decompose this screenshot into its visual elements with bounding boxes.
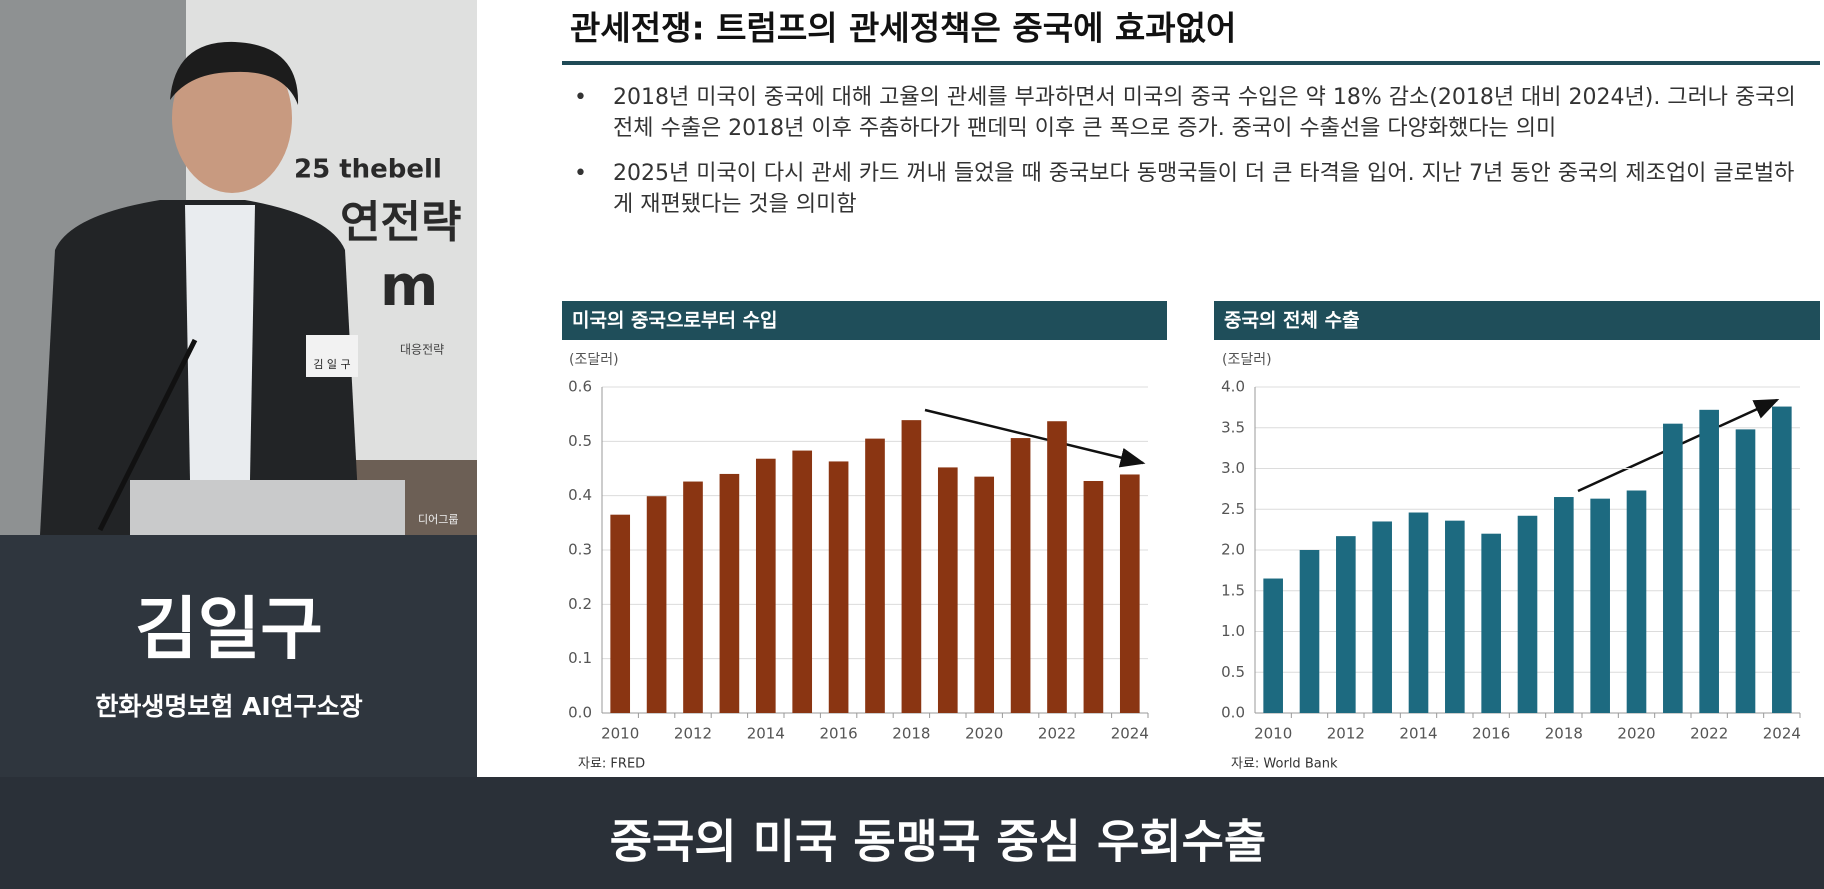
bar <box>1336 536 1356 713</box>
x-tick-label: 2012 <box>1327 725 1365 743</box>
y-tick-label: 3.0 <box>1221 459 1245 477</box>
bar <box>1299 550 1320 713</box>
y-tick-label: 0.0 <box>1221 704 1245 722</box>
name-panel <box>0 535 477 777</box>
bar <box>755 458 776 713</box>
y-tick-label: 1.0 <box>1221 622 1245 640</box>
bar <box>901 420 922 713</box>
bar <box>1735 429 1756 713</box>
bullet: 2025년 미국이 다시 관세 카드 꺼내 들었을 때 중국보다 동맹국들이 더… <box>570 158 1805 220</box>
bullet: 2018년 미국이 중국에 대해 고율의 관세를 부과하면서 미국의 중국 수입… <box>570 82 1805 144</box>
caption-bar <box>0 777 1824 889</box>
chart-header <box>1214 301 1820 340</box>
x-tick-label: 2020 <box>965 725 1003 743</box>
bar <box>1554 497 1574 713</box>
slide-title: 관세전쟁: 트럼프의 관세정책은 중국에 효과없어 <box>570 9 1236 48</box>
x-tick-label: 2016 <box>1472 725 1510 743</box>
x-tick-label: 2014 <box>747 725 785 743</box>
x-tick-label: 2010 <box>1254 725 1292 743</box>
x-tick-label: 2018 <box>1545 725 1583 743</box>
bar <box>792 450 813 713</box>
y-tick-label: 0.1 <box>568 649 592 667</box>
y-tick-label: 2.0 <box>1221 541 1245 559</box>
bar <box>1047 421 1067 713</box>
y-tick-label: 2.5 <box>1221 500 1245 518</box>
bar <box>610 514 631 713</box>
banner-text: m <box>380 254 438 319</box>
bar <box>1408 512 1429 713</box>
x-tick-label: 2018 <box>892 725 930 743</box>
x-tick-label: 2024 <box>1763 725 1801 743</box>
y-tick-label: 0.5 <box>568 432 592 450</box>
chart-title: 중국의 전체 수출 <box>1224 310 1360 332</box>
x-tick-label: 2024 <box>1111 725 1149 743</box>
y-tick-label: 1.5 <box>1221 581 1245 599</box>
x-tick-label: 2022 <box>1038 725 1076 743</box>
bar <box>1772 406 1792 713</box>
y-tick-label: 0.0 <box>568 704 592 722</box>
bar <box>1263 578 1283 713</box>
speaker-role: 한화생명보험 AI연구소장 <box>95 692 362 721</box>
microphone <box>97 338 198 532</box>
y-tick-label: 0.2 <box>568 595 592 613</box>
bar <box>1010 438 1031 713</box>
bar <box>1372 521 1392 713</box>
speaker-face <box>172 43 292 193</box>
bar <box>1699 409 1719 713</box>
badge <box>306 335 358 377</box>
bar <box>1590 498 1610 713</box>
caption: 중국의 미국 동맹국 중심 우회수출 <box>610 815 1267 869</box>
bar <box>974 476 995 713</box>
bar <box>828 461 849 713</box>
x-tick-label: 2022 <box>1690 725 1728 743</box>
x-tick-label: 2014 <box>1399 725 1437 743</box>
bar <box>1481 533 1501 713</box>
banner-text: 연전략 <box>340 197 461 248</box>
bar <box>719 473 740 713</box>
unit-label: (조달러) <box>1222 352 1272 368</box>
bar <box>1083 480 1104 713</box>
bar <box>1517 515 1538 713</box>
y-tick-label: 4.0 <box>1221 378 1245 396</box>
x-tick-label: 2020 <box>1617 725 1655 743</box>
badge-text: 김 일 구 <box>313 357 350 371</box>
bar <box>1663 423 1683 713</box>
banner-text: 디어그룹 <box>418 513 458 526</box>
bullet-list: 2018년 미국이 중국에 대해 고율의 관세를 부과하면서 미국의 중국 수입… <box>570 82 1805 234</box>
y-tick-label: 0.3 <box>568 541 592 559</box>
bar <box>646 496 667 713</box>
x-tick-label: 2012 <box>674 725 712 743</box>
bar <box>865 438 885 713</box>
banner-text: 25 thebell <box>294 155 442 185</box>
unit-label: (조달러) <box>569 352 619 368</box>
chart-title: 미국의 중국으로부터 수입 <box>572 310 778 332</box>
bar <box>683 481 703 713</box>
speaker-name: 김일구 <box>135 591 323 670</box>
y-tick-label: 0.4 <box>568 486 592 504</box>
x-tick-label: 2016 <box>820 725 858 743</box>
bar <box>937 467 958 713</box>
x-tick-label: 2010 <box>601 725 639 743</box>
speaker-shirt <box>185 205 255 480</box>
y-tick-label: 0.5 <box>1221 663 1245 681</box>
chart-header <box>562 301 1167 340</box>
y-tick-label: 3.5 <box>1221 418 1245 436</box>
banner-text: 대응전략 <box>400 343 444 357</box>
bar <box>1445 520 1465 713</box>
bar <box>1119 474 1140 713</box>
source: 자료: World Bank <box>1231 757 1338 772</box>
laptop <box>130 480 405 535</box>
bar <box>1626 490 1647 713</box>
trend-arrow <box>924 408 1146 468</box>
speaker-hair <box>170 41 299 105</box>
y-tick-label: 0.6 <box>568 378 592 396</box>
source: 자료: FRED <box>578 757 645 772</box>
